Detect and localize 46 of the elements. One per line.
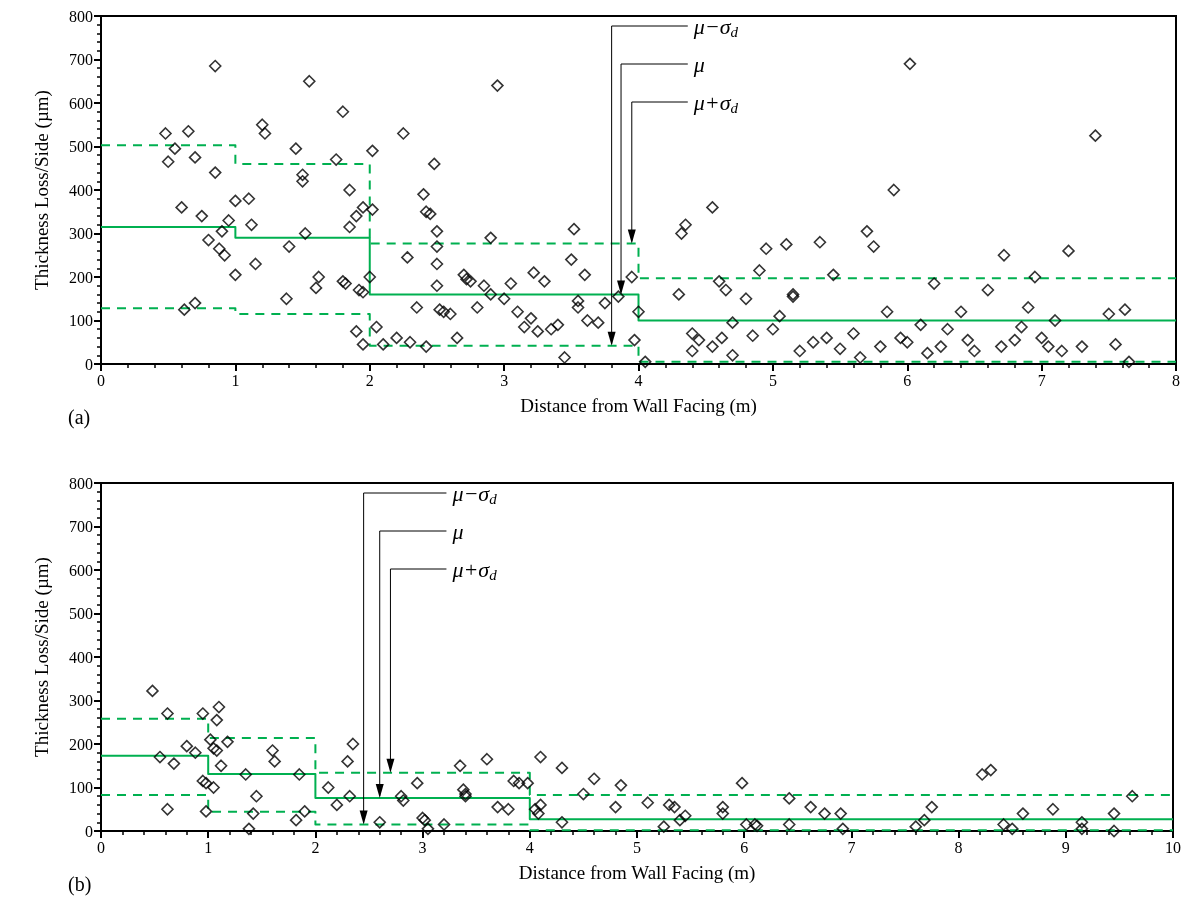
x-tick-label: 6 [903,371,912,389]
x-tick-label: 5 [633,838,641,856]
x-tick-label: 4 [525,838,534,856]
y-tick-label: 400 [69,181,93,199]
y-tick-label: 600 [69,94,93,112]
text: (b) [68,873,92,896]
y-tick-label: 100 [69,779,93,796]
y-tick-label: 700 [69,51,93,68]
y-axis-title: Thickness Loss/Side (µm) [31,90,53,290]
x-tick-label: 1 [231,371,240,389]
y-tick-label: 400 [69,648,93,666]
y-tick-label: 300 [69,692,93,709]
x-tick-label: 0 [97,371,105,389]
y-tick-label: 100 [69,312,93,329]
x-tick-label: 2 [311,838,320,856]
y-tick-label: 700 [69,518,93,535]
x-tick-label: 7 [847,838,856,856]
x-tick-label: 5 [768,371,777,389]
annotation: μ [692,51,705,77]
x-tick-label: 3 [418,838,427,856]
y-tick-label: 0 [85,822,93,840]
y-tick-label: 600 [69,561,93,579]
text: (a) [68,406,91,429]
x-tick-label: 9 [1061,838,1070,856]
x-tick-label: 1 [204,838,213,856]
y-tick-label: 0 [85,355,93,373]
y-tick-label: 800 [69,474,93,492]
y-axis-title: Thickness Loss/Side (µm) [31,557,53,757]
x-axis-title: Distance from Wall Facing (m) [518,862,756,884]
x-tick-label: 8 [954,838,963,856]
y-tick-label: 500 [69,605,93,622]
x-tick-label: 7 [1037,371,1046,389]
x-axis-title: Distance from Wall Facing (m) [520,395,757,417]
x-tick-label: 4 [634,371,643,389]
x-tick-label: 2 [365,371,374,389]
x-tick-label: 0 [97,838,105,856]
x-tick-label: 6 [740,838,749,856]
annotation: μ [451,518,464,544]
y-tick-label: 800 [69,7,93,25]
y-tick-label: 500 [69,138,93,155]
x-tick-label: 10 [1165,838,1181,856]
y-tick-label: 200 [69,268,93,286]
x-tick-label: 8 [1172,371,1180,389]
x-tick-label: 3 [500,371,509,389]
y-tick-label: 200 [69,735,93,753]
y-tick-label: 300 [69,225,93,242]
